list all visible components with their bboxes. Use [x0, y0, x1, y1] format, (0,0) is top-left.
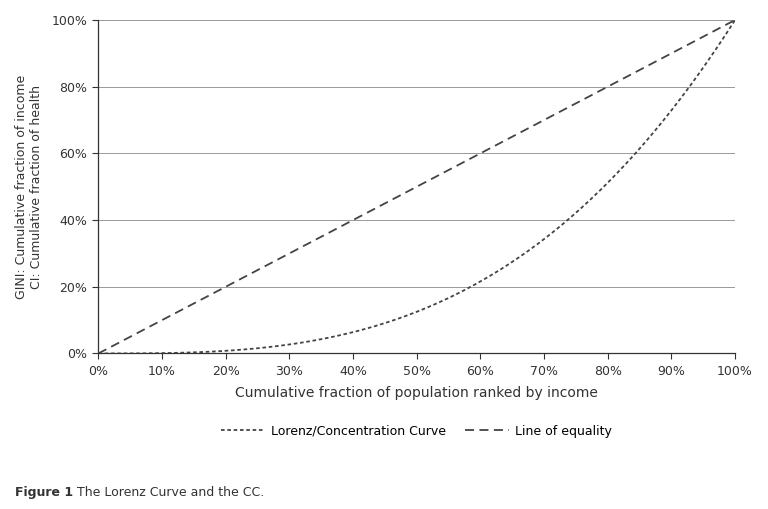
X-axis label: Cumulative fraction of population ranked by income: Cumulative fraction of population ranked… — [235, 386, 598, 400]
Y-axis label: GINI: Cumulative fraction of income
CI: Cumulative fraction of health: GINI: Cumulative fraction of income CI: … — [15, 75, 43, 299]
Text: The Lorenz Curve and the CC.: The Lorenz Curve and the CC. — [65, 486, 264, 499]
Text: Figure 1: Figure 1 — [15, 486, 74, 499]
Legend: Lorenz/Concentration Curve, Line of equality: Lorenz/Concentration Curve, Line of equa… — [217, 420, 617, 443]
